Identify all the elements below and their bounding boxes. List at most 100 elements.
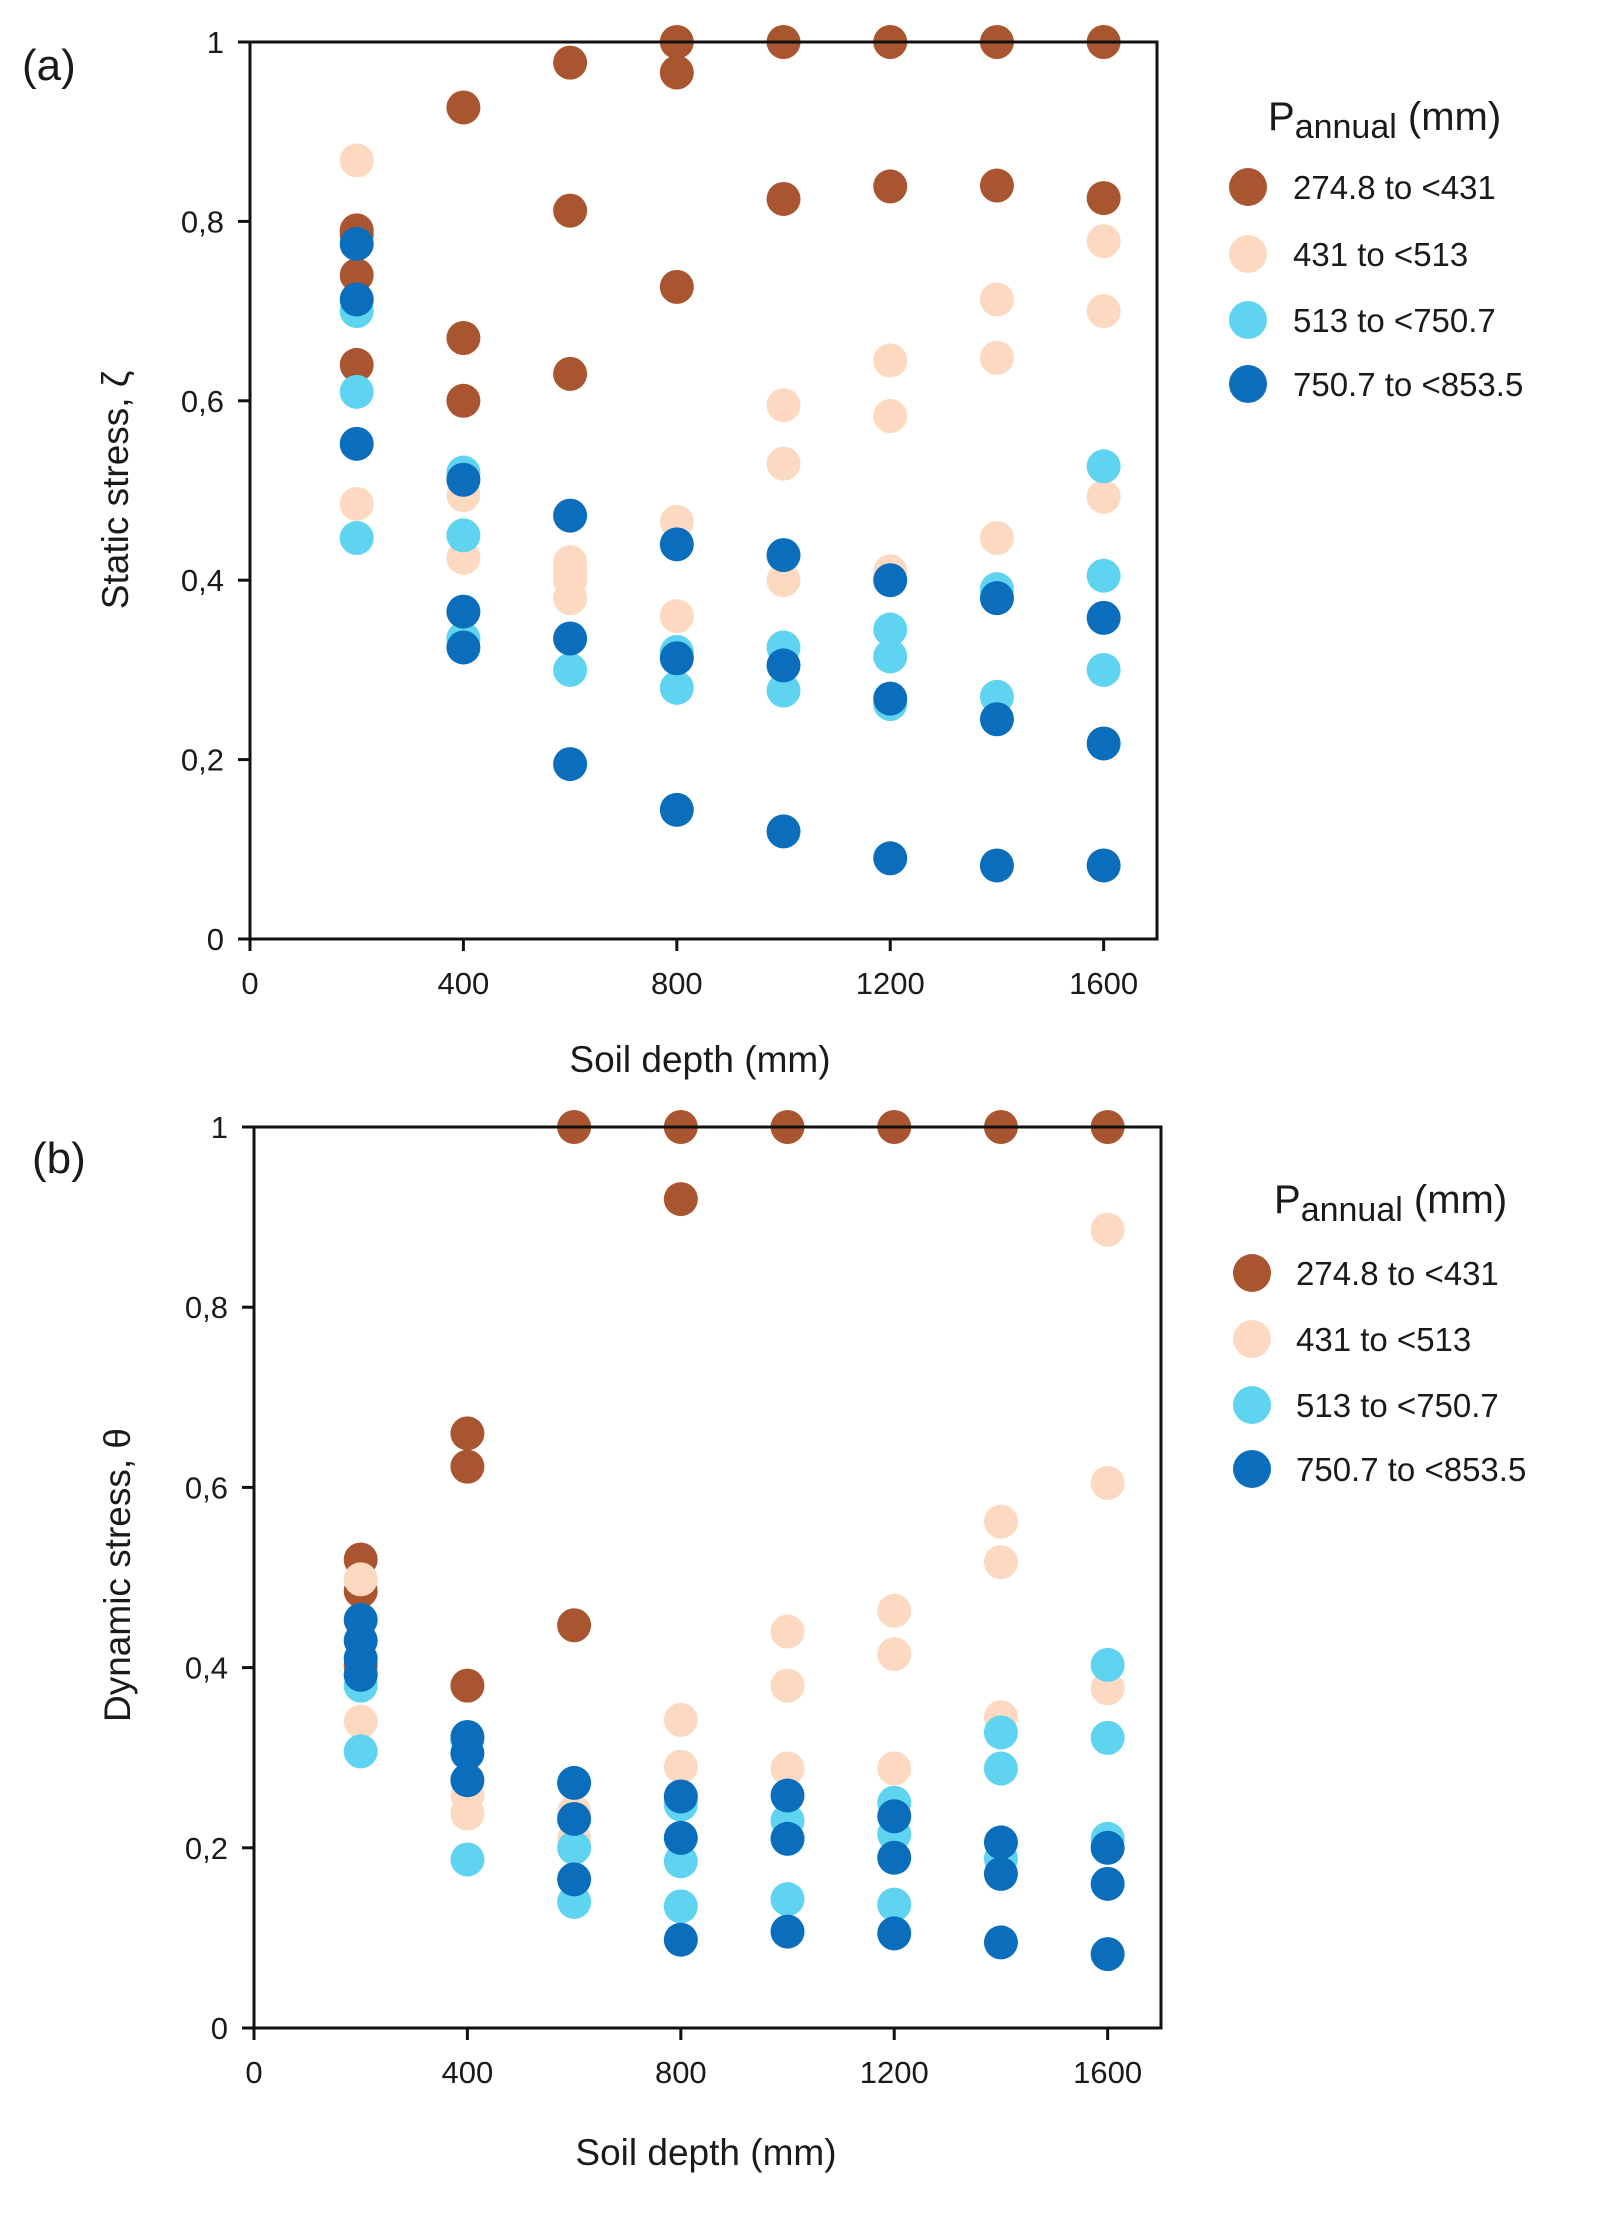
data-point xyxy=(659,527,694,562)
data-point xyxy=(557,1765,592,1800)
data-point xyxy=(979,702,1014,737)
data-point xyxy=(450,1449,485,1484)
legend-label: 431 to <513 xyxy=(1296,1321,1471,1358)
data-point xyxy=(873,563,908,598)
data-point xyxy=(770,1882,805,1917)
legend: Pannual (mm) 274.8 to <431 431 to <513 5… xyxy=(1229,95,1523,403)
gridless-ticks xyxy=(242,1125,1110,2040)
data-point xyxy=(766,563,801,598)
data-point xyxy=(450,1668,485,1703)
data-point xyxy=(343,1734,378,1769)
data-point xyxy=(446,630,481,665)
y-tick-label: 0 xyxy=(207,922,224,957)
legend-item: 513 to <750.7 xyxy=(1229,301,1496,339)
x-tick-label: 400 xyxy=(438,966,490,1001)
data-point xyxy=(770,1778,805,1813)
legend-title-sub: annual xyxy=(1301,1191,1403,1229)
data-point xyxy=(553,45,588,80)
data-point xyxy=(1090,1212,1125,1247)
data-point xyxy=(873,681,908,716)
data-point xyxy=(557,1830,592,1865)
data-point xyxy=(450,1763,485,1798)
data-point xyxy=(1086,224,1121,259)
data-point xyxy=(1086,726,1121,761)
data-point xyxy=(446,594,481,629)
data-point xyxy=(873,399,908,434)
legend-item: 274.8 to <431 xyxy=(1233,1254,1499,1292)
panel-a-static-stress: (a) 0 400 800 1200 1600 0 0,2 0,4 0,6 0,… xyxy=(0,0,1602,1095)
data-point xyxy=(983,1825,1018,1860)
data-point xyxy=(1086,848,1121,883)
x-tick-label: 1200 xyxy=(856,966,925,1001)
data-point xyxy=(553,193,588,228)
data-point xyxy=(1090,1465,1125,1500)
legend-label: 750.7 to <853.5 xyxy=(1293,366,1523,403)
data-point xyxy=(983,1856,1018,1891)
data-point xyxy=(873,612,908,647)
x-tick-labels: 0 400 800 1200 1600 xyxy=(241,966,1138,1001)
data-point xyxy=(770,1914,805,1949)
data-point xyxy=(1090,1830,1125,1865)
data-point xyxy=(770,1614,805,1649)
data-point xyxy=(1086,558,1121,593)
data-point xyxy=(979,521,1014,556)
data-point xyxy=(1086,479,1121,514)
panel-label: (a) xyxy=(22,41,76,90)
data-point xyxy=(877,1593,912,1628)
y-tick-labels: 0 0,2 0,4 0,6 0,8 1 xyxy=(181,25,224,957)
legend-title-unit: (mm) xyxy=(1397,95,1501,139)
data-point xyxy=(553,621,588,656)
data-point xyxy=(770,1668,805,1703)
legend-marker xyxy=(1233,1320,1271,1358)
x-tick-label: 1600 xyxy=(1069,966,1138,1001)
data-point xyxy=(339,426,374,461)
data-point xyxy=(873,639,908,674)
x-tick-label: 0 xyxy=(241,966,258,1001)
data-point xyxy=(983,1925,1018,1960)
data-point xyxy=(766,388,801,423)
legend-label: 274.8 to <431 xyxy=(1296,1255,1499,1292)
legend-marker xyxy=(1233,1254,1271,1292)
x-tick-label: 400 xyxy=(442,2055,494,2090)
data-point xyxy=(553,554,588,589)
data-point xyxy=(979,168,1014,203)
y-tick-label: 0,2 xyxy=(181,743,224,778)
data-point xyxy=(766,648,801,683)
data-point xyxy=(553,747,588,782)
data-point xyxy=(770,1751,805,1786)
y-tick-label: 0,2 xyxy=(185,1831,228,1866)
gridless-ticks xyxy=(238,40,1106,951)
data-point xyxy=(877,1751,912,1786)
legend-item: 431 to <513 xyxy=(1229,235,1468,273)
y-tick-label: 0,6 xyxy=(185,1470,228,1505)
panel-b-dynamic-stress: (b) 0 400 800 1200 1600 0 0,2 0,4 0,6 0,… xyxy=(0,1095,1602,2190)
data-point xyxy=(663,1749,698,1784)
data-point xyxy=(873,841,908,876)
legend-item: 513 to <750.7 xyxy=(1233,1386,1499,1424)
chart-b-svg: (b) 0 400 800 1200 1600 0 0,2 0,4 0,6 0,… xyxy=(32,1110,1526,2173)
legend-item: 750.7 to <853.5 xyxy=(1229,365,1523,403)
legend-marker xyxy=(1229,168,1267,206)
data-point xyxy=(339,486,374,521)
y-tick-label: 0,6 xyxy=(181,384,224,419)
x-tick-label: 800 xyxy=(651,966,703,1001)
data-point xyxy=(446,383,481,418)
data-point xyxy=(983,1504,1018,1539)
data-point xyxy=(446,462,481,497)
data-point xyxy=(1086,652,1121,687)
data-point xyxy=(663,1779,698,1814)
data-point xyxy=(659,670,694,705)
data-point xyxy=(877,1799,912,1834)
data-point xyxy=(659,641,694,676)
data-point xyxy=(1086,181,1121,216)
data-point xyxy=(659,599,694,634)
data-point xyxy=(339,143,374,178)
data-point xyxy=(766,673,801,708)
data-point xyxy=(663,1820,698,1855)
data-point xyxy=(979,340,1014,375)
data-point xyxy=(339,521,374,556)
data-point xyxy=(1086,449,1121,484)
data-point xyxy=(553,356,588,391)
legend-label: 274.8 to <431 xyxy=(1293,169,1496,206)
legend-marker xyxy=(1229,365,1267,403)
